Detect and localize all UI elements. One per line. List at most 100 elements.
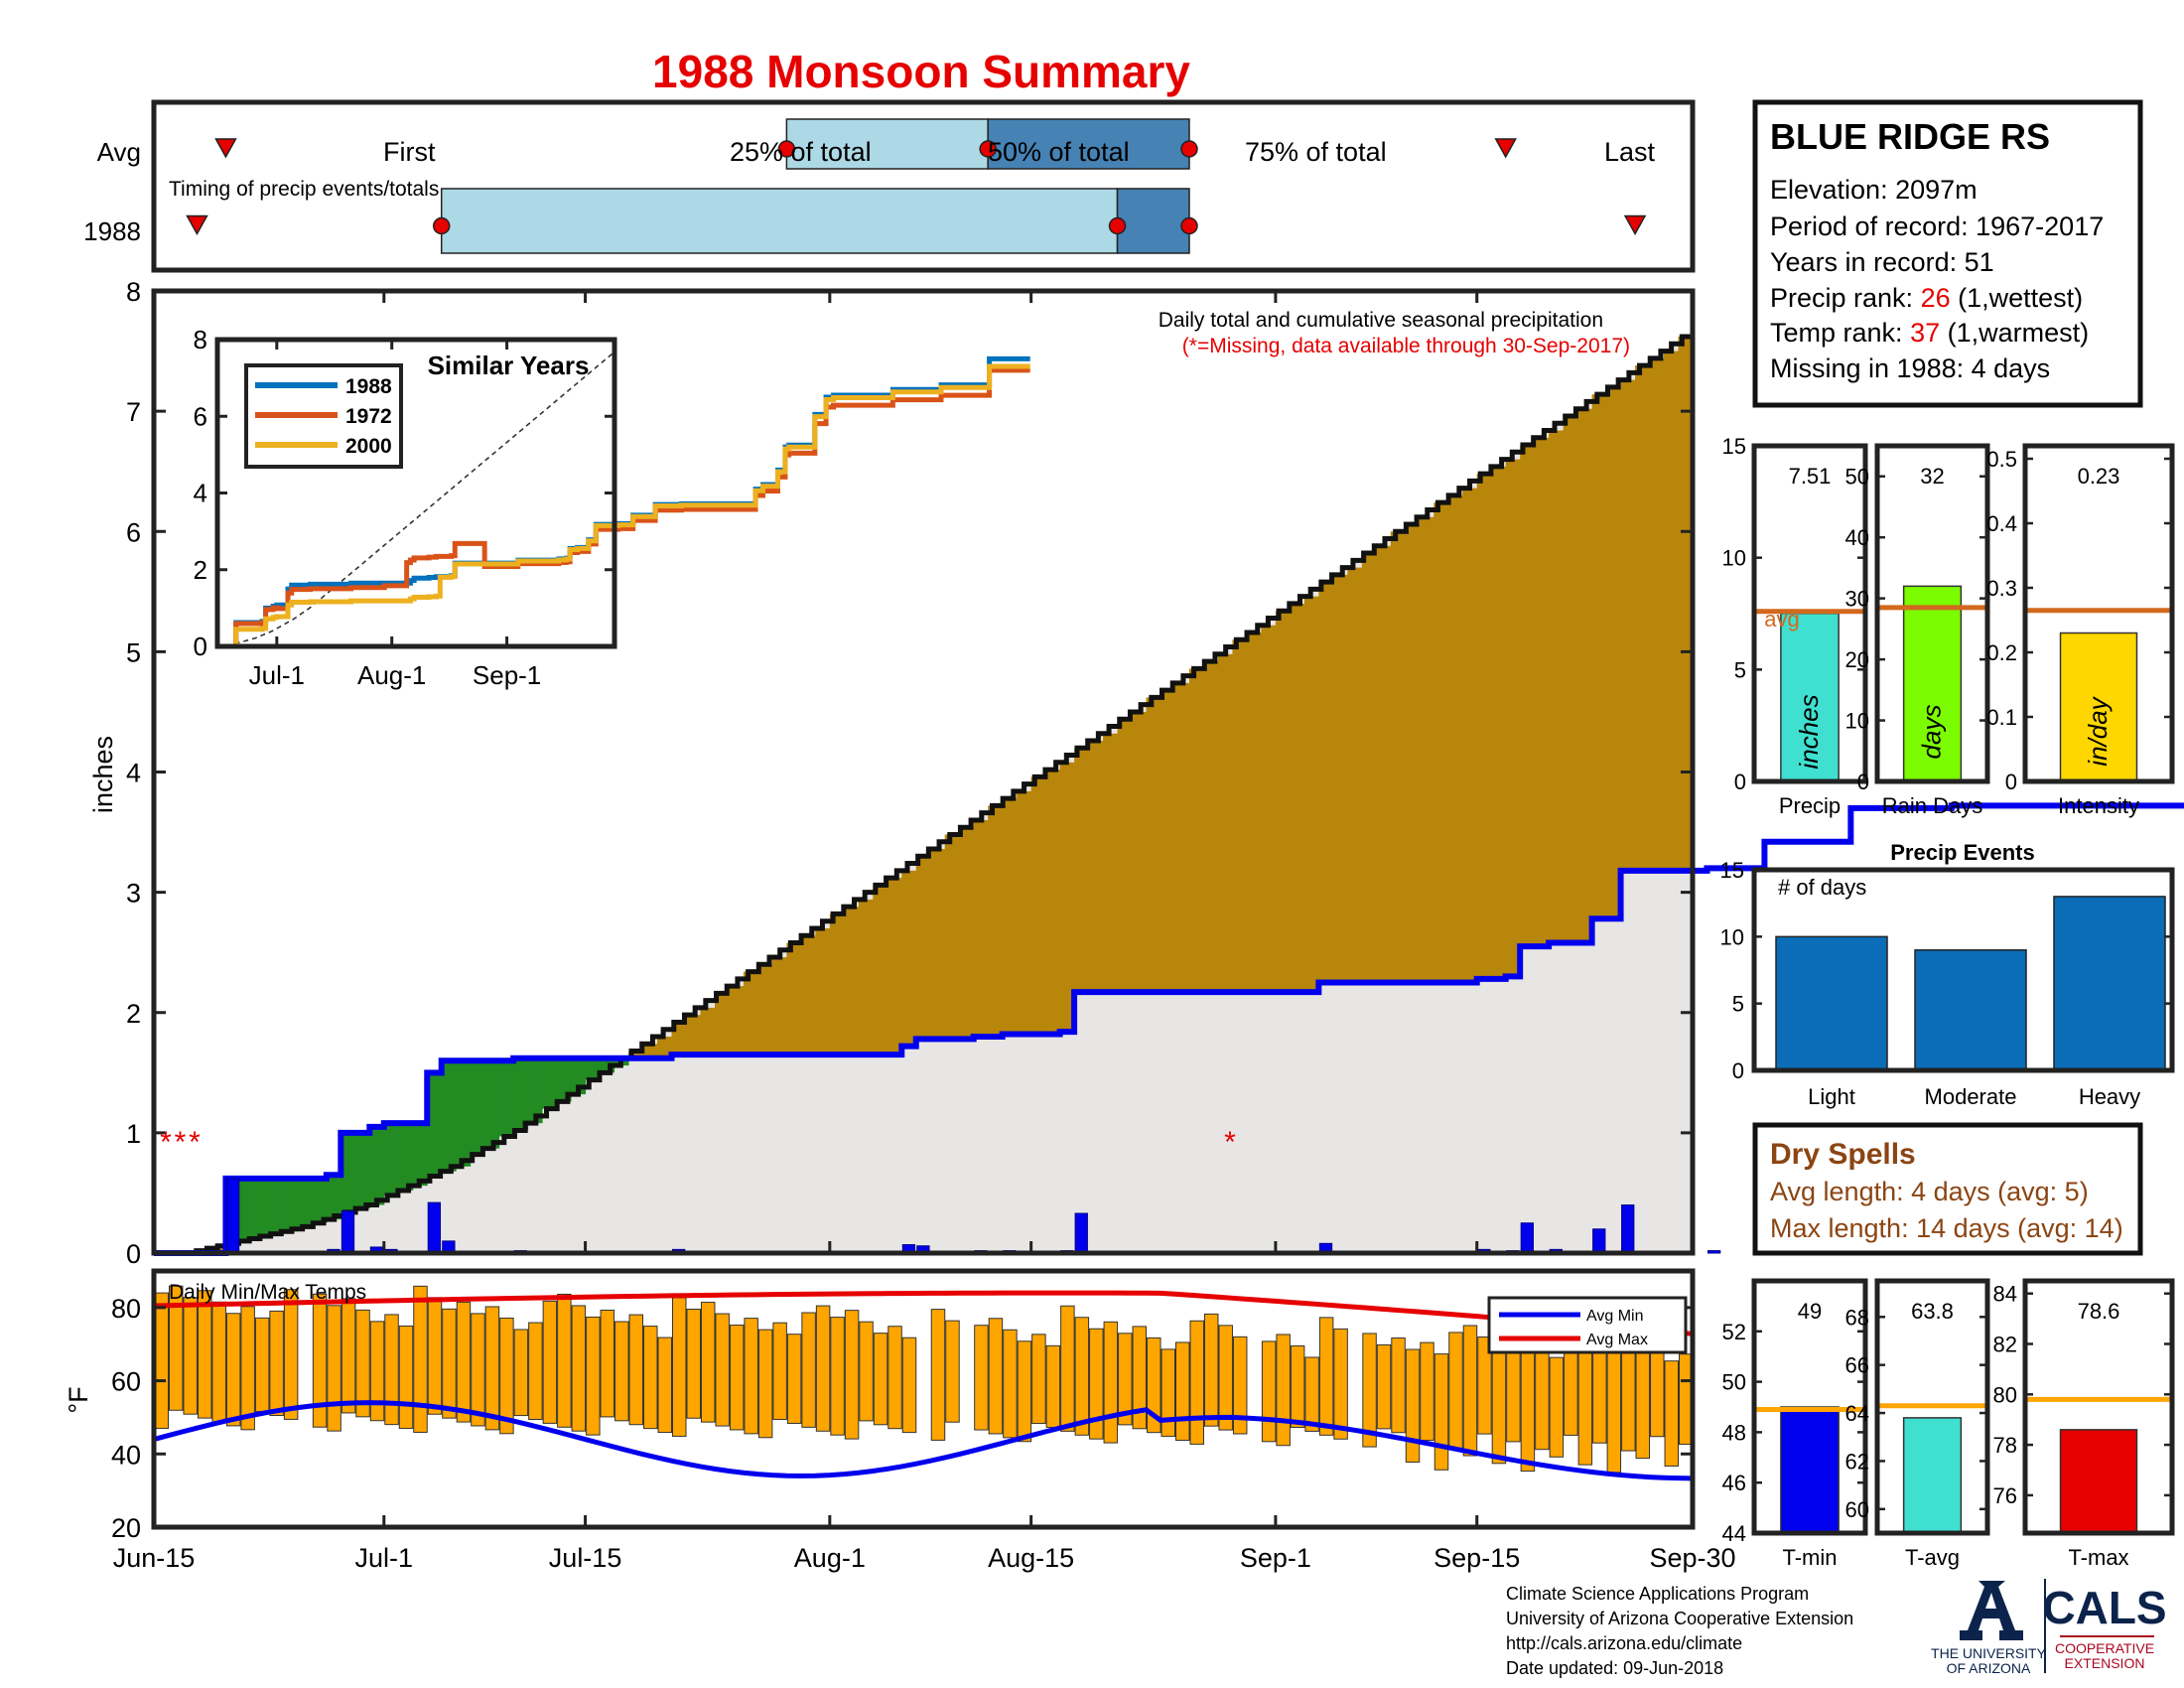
below-average-fill — [887, 878, 902, 1055]
below-average-fill — [1433, 502, 1449, 983]
above-average-fill — [326, 1175, 341, 1220]
daily-temp-bar — [988, 1318, 1004, 1435]
daily-precip-bar — [1520, 1222, 1534, 1254]
inset-series-1972 — [217, 367, 1030, 649]
stat-intensity-bar — [2059, 632, 2138, 782]
temp-stat-y-tick-label: 82 — [1993, 1333, 2017, 1357]
daily-temp-bar — [801, 1312, 816, 1428]
below-average-fill — [1146, 697, 1161, 993]
y-axis-label: inches — [88, 736, 118, 813]
above-average-fill — [283, 1178, 299, 1232]
below-average-fill — [930, 849, 946, 1040]
inset-legend-label: 1972 — [345, 405, 392, 428]
daily-temp-bar — [1118, 1333, 1133, 1426]
daily-temp-bar — [844, 1310, 860, 1440]
above-average-fill — [268, 1178, 284, 1234]
temp-rank-note: (1,warmest) — [1940, 318, 2089, 348]
temp-stat-category-label: T-avg — [1905, 1545, 1960, 1570]
timing-row-label-avg: Avg — [97, 137, 141, 167]
events-y-tick-label: 5 — [1732, 992, 1744, 1017]
below-average-fill — [1217, 653, 1233, 993]
events-y-label: # of days — [1778, 875, 1866, 900]
below-average-fill — [729, 986, 745, 1055]
below-average-fill — [901, 870, 917, 1047]
daily-temp-bar — [887, 1326, 902, 1430]
above-average-fill — [513, 1057, 529, 1131]
daily-temp-bar — [757, 1329, 773, 1439]
timing-panel-frame — [151, 99, 1696, 273]
daily-temp-bar — [1405, 1348, 1421, 1463]
dry-spells-max: Max length: 14 days (avg: 14) — [1770, 1213, 2123, 1243]
daily-temp-bar — [528, 1322, 543, 1420]
temp-y-tick-label: 40 — [111, 1440, 141, 1470]
temp-stat-y-tick-label: 44 — [1722, 1521, 1746, 1546]
station-years: Years in record: 51 — [1770, 247, 1994, 277]
stat-rain-days-y-tick-label: 10 — [1845, 709, 1869, 734]
daily-temp-bar — [254, 1317, 270, 1413]
events-category-label: Moderate — [1925, 1084, 2017, 1109]
daily-temp-bar — [413, 1285, 428, 1433]
daily-temp-bar — [283, 1289, 299, 1420]
below-average-fill — [1520, 445, 1536, 947]
timing-box-25-50-avg — [785, 118, 989, 170]
below-average-fill — [944, 834, 960, 1040]
credit-line: Climate Science Applications Program — [1506, 1584, 1809, 1604]
daily-temp-bar — [341, 1298, 356, 1414]
daily-temp-bar — [657, 1336, 672, 1434]
below-average-fill — [1476, 474, 1492, 979]
daily-temp-bar — [1592, 1339, 1607, 1444]
missing-marker: * — [1224, 1126, 1236, 1159]
stat-intensity-y-tick-label: 0.5 — [1986, 447, 2017, 472]
daily-temp-bar — [1462, 1325, 1478, 1457]
credit-line: University of Arizona Cooperative Extens… — [1506, 1609, 1853, 1628]
daily-temp-bar — [830, 1317, 845, 1436]
below-average-fill — [1447, 494, 1463, 983]
precip-avg-label: avg — [1764, 607, 1799, 632]
below-average-fill — [1002, 798, 1018, 1035]
daily-temp-bar — [1218, 1325, 1233, 1431]
below-average-fill — [1232, 639, 1248, 993]
below-average-fill — [1303, 596, 1319, 993]
credit-line: http://cals.arizona.edu/climate — [1506, 1633, 1742, 1653]
below-average-fill — [1203, 661, 1219, 993]
stat-rain-days-y-tick-label: 30 — [1845, 587, 1869, 612]
daily-temp-bar — [471, 1313, 485, 1427]
y-tick-label: 6 — [126, 517, 141, 547]
stat-rain-days-axes-frame — [1874, 443, 1990, 784]
below-average-fill — [988, 805, 1004, 1037]
events-y-tick-label: 0 — [1732, 1058, 1744, 1083]
station-name: BLUE RIDGE RS — [1770, 116, 2050, 157]
temp-stat-y-tick-label: 62 — [1845, 1449, 1869, 1474]
timing-label-25: 25% of total — [730, 137, 872, 167]
x-tick-label: Sep-1 — [1240, 1543, 1311, 1573]
below-average-fill — [1275, 611, 1291, 993]
inset-legend-label: 1988 — [345, 375, 392, 398]
y-tick-label: 5 — [126, 637, 141, 667]
daily-temp-bar — [1132, 1326, 1148, 1430]
above-average-fill — [498, 1060, 514, 1137]
daily-temp-bar — [1333, 1328, 1348, 1440]
stat-rain-days-y-tick-label: 40 — [1845, 525, 1869, 550]
timing-label-last: Last — [1604, 137, 1656, 167]
cals-logo-text: CALS — [2042, 1582, 2166, 1633]
stat-rain-days-category-label: Rain Days — [1882, 793, 1982, 818]
inset-x-tick-label: Aug-1 — [357, 660, 426, 690]
ua-logo-a-icon — [1960, 1581, 2023, 1640]
daily-temp-bar — [1147, 1336, 1161, 1434]
inset-average-curve — [217, 351, 615, 647]
stat-rain-days-unit-label: days — [1917, 705, 1947, 760]
below-average-fill — [959, 827, 975, 1040]
timing-marker-pct-avg — [777, 140, 796, 158]
below-average-fill — [1347, 567, 1363, 983]
daily-precip-bar — [1706, 1250, 1721, 1254]
temp-stat-category-label: T-max — [2068, 1545, 2128, 1570]
daily-temp-bar — [1520, 1352, 1536, 1473]
below-average-fill — [1591, 394, 1607, 919]
above-average-fill — [341, 1132, 356, 1212]
inset-title: Similar Years — [428, 351, 590, 380]
daily-temp-bar — [901, 1336, 917, 1434]
timing-marker-last-year — [1623, 214, 1647, 236]
daily-temp-bar — [1003, 1329, 1018, 1439]
temps-title: Daily Min/Max Temps — [169, 1281, 366, 1304]
